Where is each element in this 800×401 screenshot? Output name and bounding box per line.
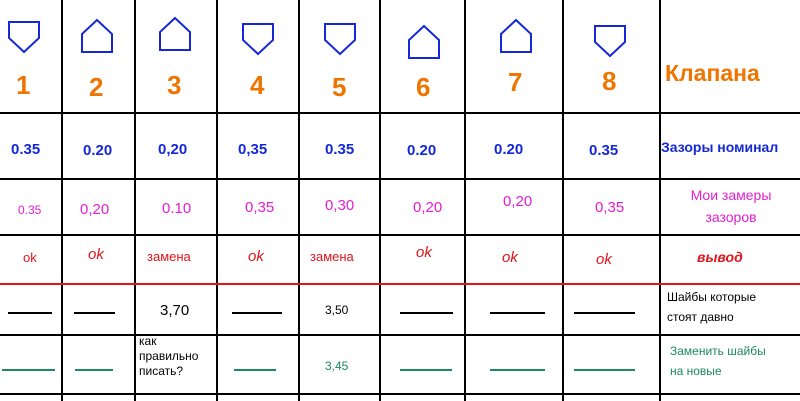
grid-line	[464, 0, 466, 401]
nominal-label: Зазоры номинал	[661, 139, 779, 155]
measured-clearance: 0,35	[245, 199, 275, 216]
grid-line	[298, 0, 300, 401]
nominal-clearance: 0.20	[83, 142, 113, 159]
shield-down-icon	[324, 23, 356, 56]
result-text: ok	[248, 248, 264, 265]
empty-dash	[2, 369, 55, 371]
measured-clearance: 0.35	[18, 203, 42, 217]
measured-clearance: 0,35	[595, 199, 625, 216]
old-shim-label: Шайбы которые стоят давно	[667, 287, 756, 327]
measured-clearance: 0.10	[162, 200, 192, 217]
valve-number: 7	[508, 67, 523, 97]
new-shim-label-line1: Заменить шайбы	[670, 344, 766, 358]
result-text: ok	[596, 251, 612, 268]
nominal-clearance: 0,35	[238, 141, 268, 158]
result-text: замена	[147, 249, 191, 264]
grid-line	[61, 0, 63, 401]
grid-line	[0, 112, 800, 114]
measured-clearance: 0,30	[325, 197, 355, 214]
new-shim-label: Заменить шайбы на новые	[670, 341, 766, 381]
empty-dash	[400, 312, 453, 314]
grid-line	[0, 393, 800, 395]
measured-label: Мои замеры зазоров	[662, 184, 800, 228]
empty-dash	[75, 369, 113, 371]
empty-dash	[8, 312, 52, 314]
note-line3: писать?	[139, 364, 184, 378]
measured-label-line2: зазоров	[705, 209, 757, 225]
grid-line	[134, 0, 136, 401]
measured-label-line1: Мои замеры	[690, 187, 772, 203]
result-text: ok	[23, 250, 37, 265]
empty-dash	[490, 312, 545, 314]
old-shim-label-line2: стоят давно	[667, 310, 734, 324]
old-shim-label-line1: Шайбы которые	[667, 290, 757, 304]
grid-line	[379, 0, 381, 401]
grid-line	[0, 178, 800, 180]
grid-line	[0, 234, 800, 236]
empty-dash	[574, 369, 635, 371]
new-shim-value: 3,45	[325, 359, 349, 373]
shield-down-icon	[594, 25, 626, 58]
valve-number: 1	[16, 70, 31, 100]
result-text: замена	[310, 249, 354, 264]
old-shim-value: 3,70	[160, 302, 190, 319]
measured-clearance: 0,20	[413, 199, 443, 216]
grid-line	[216, 0, 218, 401]
result-text: ok	[88, 246, 104, 263]
nominal-clearance: 0,20	[158, 141, 188, 158]
red-separator-line	[0, 283, 800, 285]
new-shim-label-line2: на новые	[670, 364, 722, 378]
shield-down-icon	[242, 23, 274, 56]
empty-dash	[490, 369, 545, 371]
result-label: вывод	[697, 249, 743, 265]
nominal-clearance: 0.35	[11, 141, 41, 158]
grid-line	[562, 0, 564, 401]
nominal-clearance: 0.35	[589, 142, 619, 159]
valve-number: 3	[167, 70, 182, 100]
empty-dash	[574, 312, 635, 314]
title-label: Клапана	[665, 60, 760, 86]
measured-clearance: 0,20	[80, 201, 110, 218]
empty-dash	[234, 369, 276, 371]
grid-line	[659, 0, 661, 401]
nominal-clearance: 0.20	[407, 142, 437, 159]
empty-dash	[74, 312, 115, 314]
valve-number: 2	[89, 72, 104, 102]
nominal-clearance: 0.20	[494, 141, 524, 158]
result-text: ok	[502, 249, 518, 266]
empty-dash	[400, 369, 452, 371]
grid-line	[0, 334, 800, 336]
measured-clearance: 0,20	[503, 193, 533, 210]
nominal-clearance: 0.35	[325, 141, 355, 158]
house-up-icon	[159, 16, 191, 51]
note-text: как правильно писать?	[139, 334, 198, 379]
note-line2: правильно	[139, 349, 199, 363]
valve-number: 5	[332, 72, 347, 102]
valve-number: 4	[250, 70, 265, 100]
valve-number: 6	[416, 72, 431, 102]
house-up-icon	[408, 24, 440, 59]
empty-dash	[232, 312, 282, 314]
shield-down-icon	[8, 21, 40, 54]
house-up-icon	[81, 18, 113, 53]
house-up-icon	[500, 18, 532, 53]
old-shim-value: 3,50	[325, 303, 349, 317]
note-line1: как	[139, 334, 157, 348]
result-text: ok	[416, 244, 432, 261]
valve-number: 8	[602, 66, 617, 96]
